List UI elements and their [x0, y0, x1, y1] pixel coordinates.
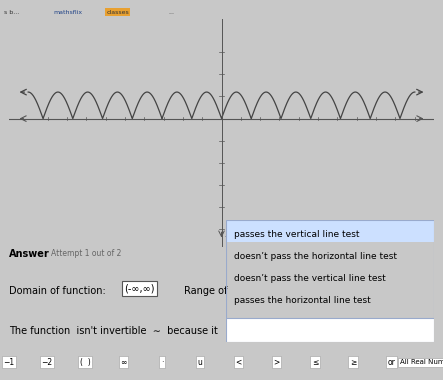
Text: or: or — [388, 358, 396, 367]
Text: All Real Numbers: All Real Numbers — [400, 359, 443, 365]
Text: ·: · — [161, 358, 163, 367]
Text: Attempt 1 out of 2: Attempt 1 out of 2 — [51, 249, 121, 258]
Text: ...: ... — [168, 10, 175, 15]
Text: ∞: ∞ — [120, 358, 127, 367]
Text: Range of: Range of — [184, 286, 227, 296]
Text: ≥: ≥ — [350, 358, 356, 367]
Text: doesn’t pass the vertical line test: doesn’t pass the vertical line test — [234, 274, 386, 283]
Text: mathsflix: mathsflix — [53, 10, 82, 15]
Text: ≤: ≤ — [312, 358, 318, 367]
Text: passes the vertical line test: passes the vertical line test — [234, 230, 360, 239]
Text: The function  isn't invertible  ∼  because it: The function isn't invertible ∼ because … — [9, 326, 218, 336]
Text: <: < — [235, 358, 241, 367]
Text: doesn’t pass the horizontal line test: doesn’t pass the horizontal line test — [234, 252, 397, 261]
FancyBboxPatch shape — [226, 318, 434, 342]
Text: s b...: s b... — [4, 10, 19, 15]
Text: passes the horizontal line test: passes the horizontal line test — [234, 296, 371, 305]
Text: (-∞,∞): (-∞,∞) — [124, 283, 155, 294]
Text: u: u — [198, 358, 202, 367]
FancyBboxPatch shape — [226, 220, 434, 242]
Text: −1: −1 — [3, 358, 15, 367]
Text: Domain of function:: Domain of function: — [9, 286, 105, 296]
Text: (  ): ( ) — [80, 358, 91, 367]
Text: >: > — [273, 358, 280, 367]
Text: −2: −2 — [42, 358, 53, 367]
Text: -10: -10 — [225, 234, 233, 239]
Text: Answer: Answer — [9, 249, 50, 258]
Text: classes: classes — [106, 10, 129, 15]
